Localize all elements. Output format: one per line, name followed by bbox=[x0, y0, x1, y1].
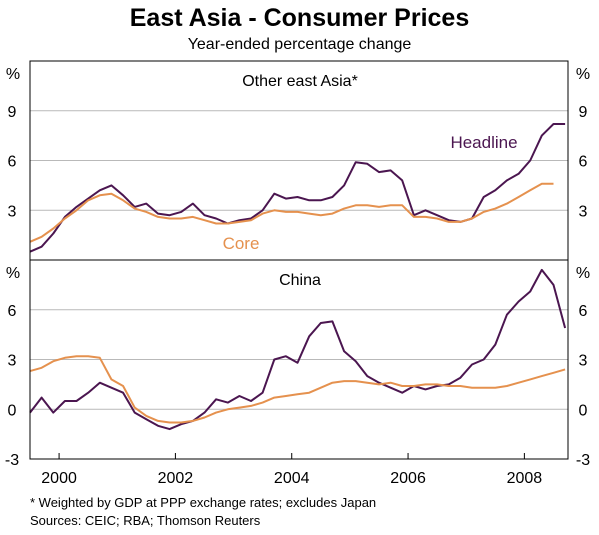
y-unit-label-left: % bbox=[6, 66, 20, 83]
y-tick-label-right: 6 bbox=[579, 303, 588, 320]
y-unit-label-right: % bbox=[576, 66, 590, 83]
x-tick-label: 2006 bbox=[390, 470, 426, 487]
y-tick-label-right: 9 bbox=[579, 104, 588, 121]
series-label-core: Core bbox=[223, 234, 260, 253]
footnote-sources: Sources: CEIC; RBA; Thomson Reuters bbox=[30, 513, 261, 528]
y-tick-label-left: 3 bbox=[8, 203, 17, 220]
series-label-headline: Headline bbox=[450, 133, 517, 152]
series-line-core bbox=[29, 182, 554, 243]
series-line-headline bbox=[29, 123, 566, 253]
y-tick-label-right: 6 bbox=[579, 154, 588, 171]
x-tick-label: 2002 bbox=[158, 470, 194, 487]
y-tick-label-left: 6 bbox=[8, 303, 17, 320]
footnote-weighting: * Weighted by GDP at PPP exchange rates;… bbox=[30, 495, 377, 510]
y-tick-label-left: 9 bbox=[8, 104, 17, 121]
y-tick-label-left: -3 bbox=[5, 452, 19, 469]
x-tick-label: 2004 bbox=[274, 470, 310, 487]
x-tick-label: 2000 bbox=[41, 470, 77, 487]
chart-subtitle: Year-ended percentage change bbox=[187, 36, 412, 53]
y-tick-label-left: 3 bbox=[8, 353, 17, 370]
y-unit-label-right: % bbox=[576, 265, 590, 282]
series-line-core bbox=[29, 355, 566, 424]
y-tick-label-right: 3 bbox=[579, 203, 588, 220]
panel-title: China bbox=[279, 272, 321, 289]
chart-title: East Asia - Consumer Prices bbox=[129, 4, 470, 32]
y-unit-label-left: % bbox=[6, 265, 20, 282]
y-tick-label-right: -3 bbox=[576, 452, 590, 469]
panel-title: Other east Asia* bbox=[242, 73, 358, 90]
x-tick-label: 2008 bbox=[507, 470, 543, 487]
y-tick-label-right: 3 bbox=[579, 353, 588, 370]
y-tick-label-right: 0 bbox=[579, 402, 588, 419]
series-line-headline bbox=[29, 268, 567, 431]
y-tick-label-left: 0 bbox=[8, 402, 17, 419]
y-tick-label-left: 6 bbox=[8, 154, 17, 171]
